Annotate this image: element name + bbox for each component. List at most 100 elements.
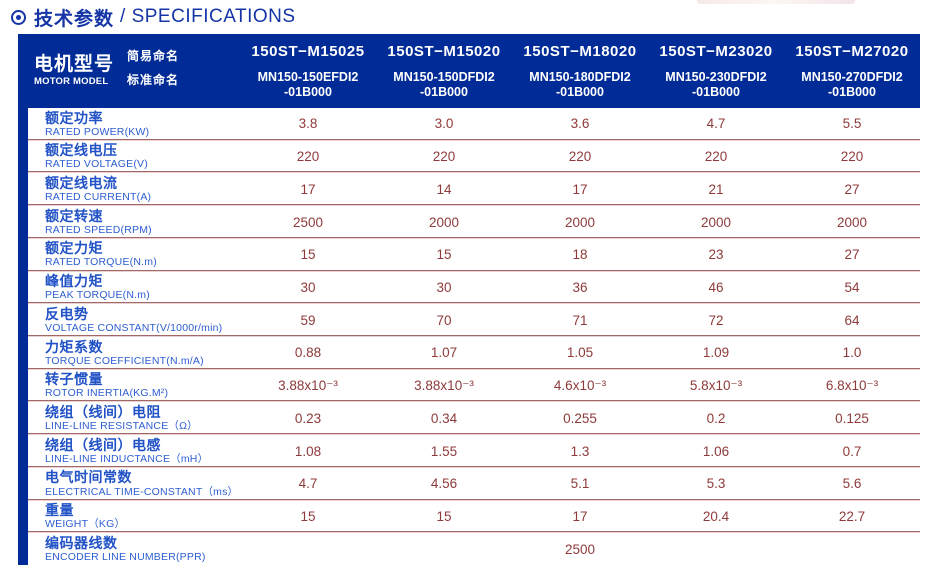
row-label-zh: 额定力矩 — [45, 240, 103, 257]
row-label-zh: 电气时间常数 — [45, 469, 132, 486]
value-cell: 30 — [436, 279, 452, 295]
value-cell: 0.34 — [430, 410, 458, 426]
value-cell: 17 — [572, 181, 588, 197]
row-label-zh: 反电势 — [45, 305, 89, 322]
value-cell: 0.2 — [706, 410, 726, 426]
value-cell: 2500 — [292, 214, 324, 230]
simple-name-label: 简易命名 — [127, 49, 180, 63]
row-label: 额定功率 RATED POWER(KW) — [28, 108, 240, 140]
value-cell: 72 — [708, 312, 724, 328]
value-cell: 5.5 — [842, 116, 862, 132]
value-cell: 1.05 — [566, 345, 594, 361]
value-cell: 0.23 — [294, 410, 322, 426]
column-header: 150ST−M18020 MN150-180DFDI2 -01B000 — [512, 34, 648, 108]
column-header: 150ST−M15020 MN150-150DFDI2 -01B000 — [376, 34, 512, 108]
specifications-table: 电机型号 MOTOR MODEL 简易命名 标准命名 150ST−M15025 … — [18, 34, 920, 565]
value-cell: 1.08 — [294, 443, 322, 459]
value-cell: 15 — [436, 247, 452, 263]
column-header: 150ST−M27020 MN150-270DFDI2 -01B000 — [784, 34, 920, 108]
row-label-zh: 转子惯量 — [45, 371, 103, 388]
row-label-en: ENCODER LINE NUMBER(PPR) — [45, 550, 206, 563]
row-label-en: RATED TORQUE(N.m) — [45, 256, 157, 269]
row-label-en: ROTOR INERTIA(KG.M²) — [45, 387, 169, 400]
value-cell: 54 — [844, 279, 860, 295]
value-cell: 30 — [300, 279, 316, 295]
value-cell: 27 — [844, 247, 860, 263]
value-cell: 3.6 — [570, 116, 590, 132]
table-row-encoder-lines: 编码器线数 ENCODER LINE NUMBER(PPR) 2500 — [28, 533, 920, 565]
row-label-en: RATED CURRENT(A) — [45, 191, 152, 204]
row-label: 额定力矩 RATED TORQUE(N.m) — [28, 239, 240, 271]
model-simple-name: 150ST−M15020 — [387, 43, 501, 60]
table-row-rated-torque: 额定力矩 RATED TORQUE(N.m) 15 15 18 23 27 — [28, 239, 920, 272]
table-row-rated-power: 额定功率 RATED POWER(KW) 3.8 3.0 3.6 4.7 5.5 — [28, 108, 920, 141]
row-label-zh: 额定线电压 — [45, 142, 118, 159]
column-header: 150ST−M15025 MN150-150EFDI2 -01B000 — [240, 34, 376, 108]
value-cell: 46 — [708, 279, 724, 295]
row-label-en: PEAK TORQUE(N.m) — [45, 289, 150, 302]
value-cell: 15 — [300, 247, 316, 263]
value-cell: 21 — [708, 181, 724, 197]
value-cell: 220 — [296, 149, 320, 165]
value-cell: 2000 — [564, 214, 596, 230]
table-row-voltage-constant: 反电势 VOLTAGE CONSTANT(V/1000r/min) 59 70 … — [28, 304, 920, 338]
value-cell: 2000 — [700, 214, 732, 230]
row-label: 转子惯量 ROTOR INERTIA(KG.M²) — [28, 370, 240, 402]
model-simple-name: 150ST−M18020 — [523, 43, 637, 60]
row-label: 额定线电流 RATED CURRENT(A) — [28, 173, 240, 205]
value-cell: 1.55 — [430, 443, 458, 459]
value-cell: 22.7 — [838, 508, 866, 524]
row-label-en: TORQUE COEFFICIENT(N.m/A) — [45, 354, 204, 367]
value-cell: 6.8x10⁻³ — [825, 377, 879, 393]
row-label: 绕组（线间）电感 LINE-LINE INDUCTANCE（mH） — [28, 435, 240, 467]
section-title-en: / SPECIFICATIONS — [120, 6, 296, 27]
value-cell: 14 — [436, 181, 452, 197]
row-label: 电气时间常数 ELECTRICAL TIME-CONSTANT（ms） — [28, 468, 240, 500]
value-cell: 1.09 — [702, 345, 730, 361]
value-cell — [376, 533, 512, 565]
value-cell: 27 — [844, 181, 860, 197]
value-cell: 3.8 — [298, 116, 318, 132]
row-label-en: ELECTRICAL TIME-CONSTANT（ms） — [45, 485, 239, 498]
value-cell: 5.6 — [842, 476, 862, 492]
value-cell: 0.7 — [842, 443, 862, 459]
value-cell: 3.88x10⁻³ — [278, 377, 338, 393]
table-row-line-resistance: 绕组（线间）电阻 LINE-LINE RESISTANCE（Ω） 0.23 0.… — [28, 402, 920, 436]
section-title: 技术参数 / SPECIFICATIONS — [0, 0, 944, 34]
value-cell: 220 — [704, 149, 728, 165]
value-cell: 0.88 — [294, 345, 322, 361]
row-label-zh: 绕组（线间）电感 — [45, 436, 161, 453]
motor-model-title: 电机型号 MOTOR MODEL — [34, 54, 114, 87]
table-row-rated-speed: 额定转速 RATED SPEED(RPM) 2500 2000 2000 200… — [28, 206, 920, 239]
value-cell: 15 — [436, 508, 452, 524]
value-cell: 3.88x10⁻³ — [414, 377, 474, 393]
value-cell: 64 — [844, 312, 860, 328]
row-label-zh: 力矩系数 — [45, 338, 103, 355]
row-label-en: LINE-LINE RESISTANCE（Ω） — [45, 420, 198, 433]
value-cell: 0.255 — [563, 410, 597, 426]
value-cell: 1.07 — [430, 345, 458, 361]
value-cell: 4.7 — [706, 116, 726, 132]
row-label-en: RATED SPEED(RPM) — [45, 223, 152, 236]
value-cell: 5.1 — [570, 476, 590, 492]
row-label: 重量 WEIGHT（KG） — [28, 501, 240, 533]
value-cell: 15 — [300, 508, 316, 524]
value-cell: 5.8x10⁻³ — [689, 377, 743, 393]
row-label: 编码器线数 ENCODER LINE NUMBER(PPR) — [28, 533, 240, 565]
value-cell: 70 — [436, 312, 452, 328]
row-label: 额定线电压 RATED VOLTAGE(V) — [28, 141, 240, 173]
value-cell — [648, 533, 784, 565]
row-label-zh: 额定功率 — [45, 109, 103, 126]
value-cell — [784, 533, 920, 565]
motor-model-en: MOTOR MODEL — [34, 75, 109, 87]
model-standard-name: MN150-270DFDI2 -01B000 — [801, 70, 903, 99]
table-row-electrical-time-constant: 电气时间常数 ELECTRICAL TIME-CONSTANT（ms） 4.7 … — [28, 468, 920, 501]
row-label-zh: 峰值力矩 — [45, 273, 103, 290]
value-cell: 4.56 — [430, 476, 458, 492]
value-cell: 20.4 — [702, 508, 730, 524]
model-standard-name: MN150-150EFDI2 -01B000 — [257, 70, 359, 99]
value-cell: 17 — [572, 508, 588, 524]
row-label-zh: 编码器线数 — [45, 534, 118, 551]
value-cell: 1.06 — [702, 443, 730, 459]
value-cell — [240, 533, 376, 565]
